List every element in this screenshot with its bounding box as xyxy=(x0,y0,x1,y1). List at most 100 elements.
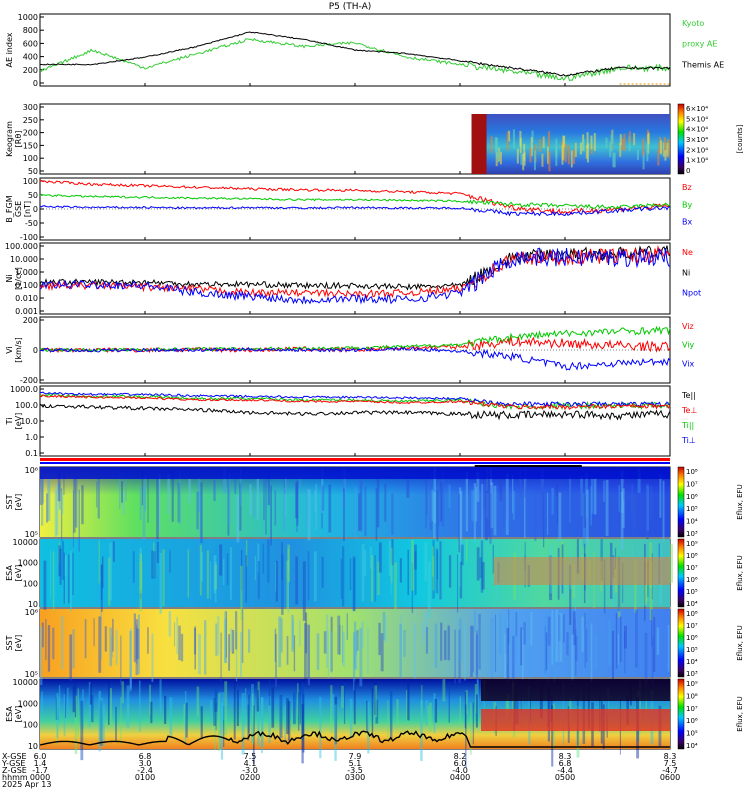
y-axis-label: [Rθ] xyxy=(14,131,23,148)
keogram-bright xyxy=(642,138,645,156)
spectrogram-streak xyxy=(72,490,74,548)
spectrogram-streak xyxy=(183,703,186,725)
spectrogram-streak xyxy=(364,549,367,577)
spectrogram-streak xyxy=(40,475,43,505)
spectrogram-streak xyxy=(473,483,477,543)
spectrogram-streak xyxy=(252,491,256,518)
spectrogram-streak xyxy=(515,683,519,725)
spectrogram-streak xyxy=(295,556,298,605)
spectrogram-streak xyxy=(387,700,389,739)
spectrogram-streak xyxy=(376,472,380,528)
series-by xyxy=(39,193,671,210)
spectrogram-streak xyxy=(226,553,229,586)
y-tick-label: 1000 xyxy=(18,699,38,708)
spectrogram-streak xyxy=(485,467,489,494)
y-axis-label: [1/cc] xyxy=(14,267,23,290)
spectrogram-streak xyxy=(644,561,646,621)
series-ne xyxy=(39,244,671,300)
spectrogram-streak xyxy=(119,468,121,510)
keogram-bright xyxy=(572,149,575,165)
keogram-bright xyxy=(609,141,612,157)
spectrogram-streak xyxy=(200,552,203,582)
spectrogram-streak xyxy=(287,560,290,613)
spectrogram-streak xyxy=(104,626,107,652)
spectrogram-streak xyxy=(224,619,227,664)
spectrogram-streak xyxy=(490,482,494,529)
keogram-bright xyxy=(628,131,631,143)
spectrogram-streak xyxy=(278,616,282,668)
spectrogram-streak xyxy=(620,616,622,662)
spectrogram-streak xyxy=(608,620,611,666)
spectrogram-streak xyxy=(268,696,271,744)
spectrogram-streak xyxy=(540,470,544,526)
spectrogram-streak xyxy=(228,472,231,525)
spectrogram-streak xyxy=(98,616,102,673)
spectrogram-streak xyxy=(388,540,392,576)
spectrogram-streak xyxy=(136,624,138,665)
spectrogram-streak xyxy=(534,491,537,542)
spectrogram-streak xyxy=(74,477,78,528)
spectrogram-streak xyxy=(374,685,378,718)
spectrogram-streak xyxy=(656,627,660,655)
spectrogram-streak xyxy=(620,470,622,509)
spectrogram-streak xyxy=(506,617,508,663)
colorbar-tick: 0 xyxy=(686,167,690,175)
spectrogram-streak xyxy=(270,485,272,546)
spectrogram-streak xyxy=(199,544,202,596)
y-tick-label: 0.1 xyxy=(25,449,38,458)
spectrogram-streak xyxy=(45,493,49,523)
spectrogram-streak xyxy=(167,473,170,514)
spectrogram-streak xyxy=(458,629,461,683)
spectrogram-streak xyxy=(58,685,61,720)
spectrogram-streak xyxy=(301,682,304,741)
spectrogram-streak xyxy=(559,613,563,662)
spectrogram-streak xyxy=(646,485,649,531)
spectrogram-streak xyxy=(136,628,140,660)
spectrogram-streak xyxy=(306,488,309,527)
x-row-label: Z-GSE xyxy=(2,766,27,775)
keogram-bright xyxy=(548,131,551,147)
spectrogram-streak xyxy=(611,630,615,679)
spectrogram-streak xyxy=(511,682,514,724)
spectrogram-streak xyxy=(460,544,464,566)
spectrogram-streak xyxy=(138,680,141,732)
spectrogram-streak xyxy=(330,616,333,672)
spectrogram-streak xyxy=(576,706,580,758)
spectrogram-streak xyxy=(476,471,480,502)
x-tick-label: 6.0 xyxy=(34,752,47,761)
spectrogram-streak xyxy=(615,613,618,669)
y-tick-label: 10⁵ xyxy=(25,530,38,539)
spectrogram-streak xyxy=(199,491,203,541)
x-tick-label: 5.1 xyxy=(349,759,362,768)
spectrogram-streak xyxy=(581,616,584,652)
spectrogram-streak xyxy=(120,635,122,686)
spectrogram-streak xyxy=(82,689,84,730)
spectrogram-streak xyxy=(411,562,414,614)
spectrogram-streak xyxy=(594,634,598,668)
legend-entry: Kyoto xyxy=(682,19,704,28)
spectrogram-streak xyxy=(349,698,353,738)
keogram-bright xyxy=(579,142,582,155)
colorbar-tick: 10⁸ xyxy=(686,552,698,560)
x-tick-label: 3.0 xyxy=(139,759,152,768)
y-axis-label: B_FGM xyxy=(5,195,14,222)
spectrogram-streak xyxy=(93,618,95,647)
legend-entry: By xyxy=(682,200,692,209)
y-tick-label: 1000 xyxy=(18,13,38,22)
spectrogram-streak xyxy=(506,627,510,687)
spectrogram-streak xyxy=(78,489,81,552)
spectrogram-streak xyxy=(429,471,433,530)
spectrogram-streak xyxy=(56,693,59,738)
spectrogram-streak xyxy=(435,548,439,594)
spectrogram-streak xyxy=(292,620,294,649)
spectrogram-streak xyxy=(169,697,173,737)
spectrogram-streak xyxy=(586,489,589,543)
spectrogram-streak xyxy=(442,679,446,702)
spectrogram-streak xyxy=(558,492,562,543)
spectrogram-streak xyxy=(433,467,436,524)
spectrogram-streak xyxy=(220,632,222,682)
spectrogram-streak xyxy=(219,544,223,576)
y-tick-label: 100 xyxy=(23,579,38,588)
colorbar-tick: 10⁷ xyxy=(686,622,698,630)
spectrogram-streak xyxy=(67,687,69,718)
